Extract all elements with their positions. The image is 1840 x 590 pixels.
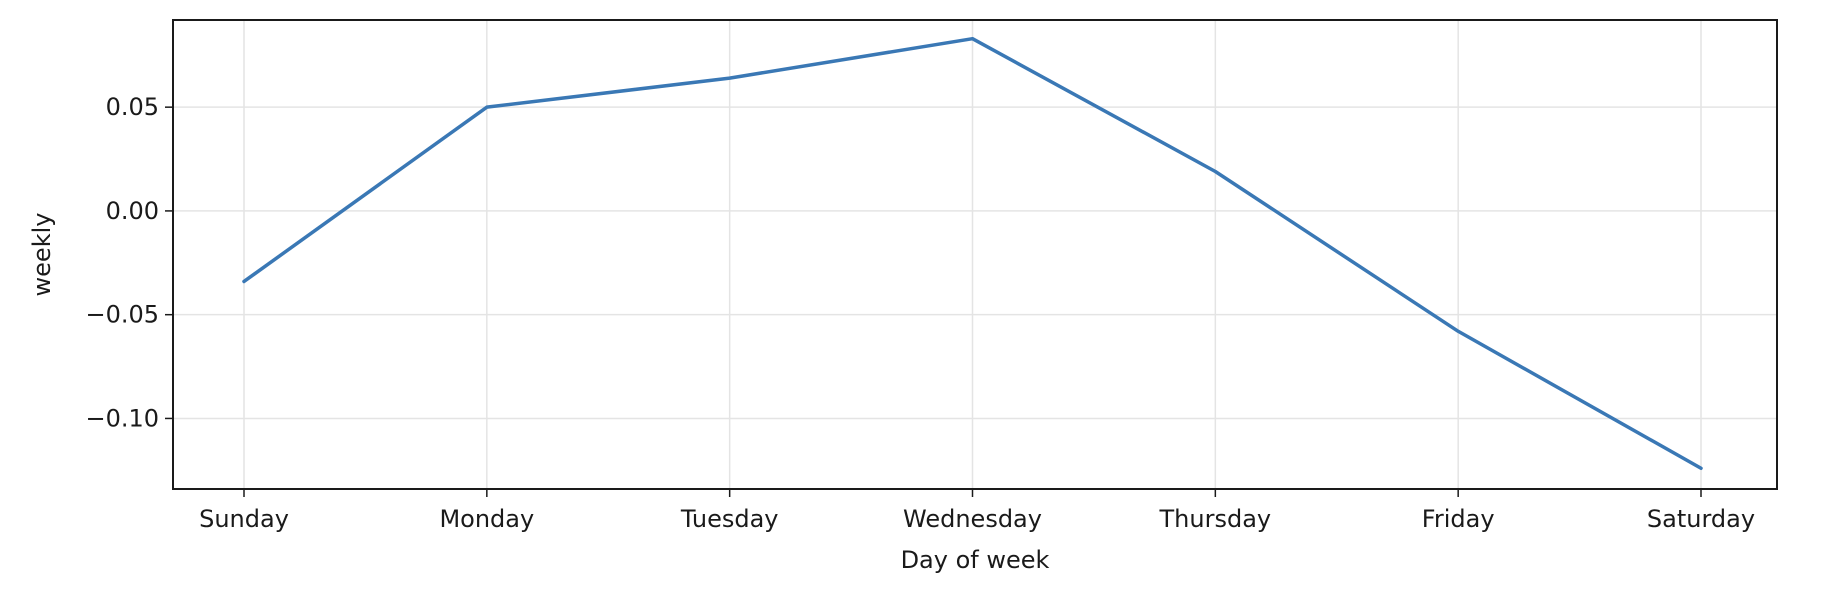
x-tick-label: Monday <box>439 505 534 533</box>
series-layer <box>242 36 1703 470</box>
y-tick-label: −0.10 <box>85 404 159 432</box>
x-axis-label: Day of week <box>901 546 1050 574</box>
x-tick-label: Saturday <box>1647 505 1755 533</box>
y-axis-label: weekly <box>28 213 56 297</box>
x-tick-label: Thursday <box>1159 505 1272 533</box>
x-tick-label: Sunday <box>199 505 289 533</box>
x-axis: Sunday Monday Tuesday Wednesday Thursday Frid… <box>199 489 1755 533</box>
series-line-weekly <box>242 36 1703 470</box>
plot-frame <box>172 19 1778 490</box>
y-tick-label: −0.05 <box>85 301 159 329</box>
y-axis: −0.10 −0.05 0.00 0.05 <box>85 93 173 432</box>
x-tick-label: Friday <box>1422 505 1495 533</box>
x-tick-label: Wednesday <box>903 505 1042 533</box>
y-tick-label: 0.00 <box>106 197 159 225</box>
x-tick-label: Tuesday <box>680 505 779 533</box>
y-tick-label: 0.05 <box>106 93 159 121</box>
grid <box>173 20 1777 489</box>
